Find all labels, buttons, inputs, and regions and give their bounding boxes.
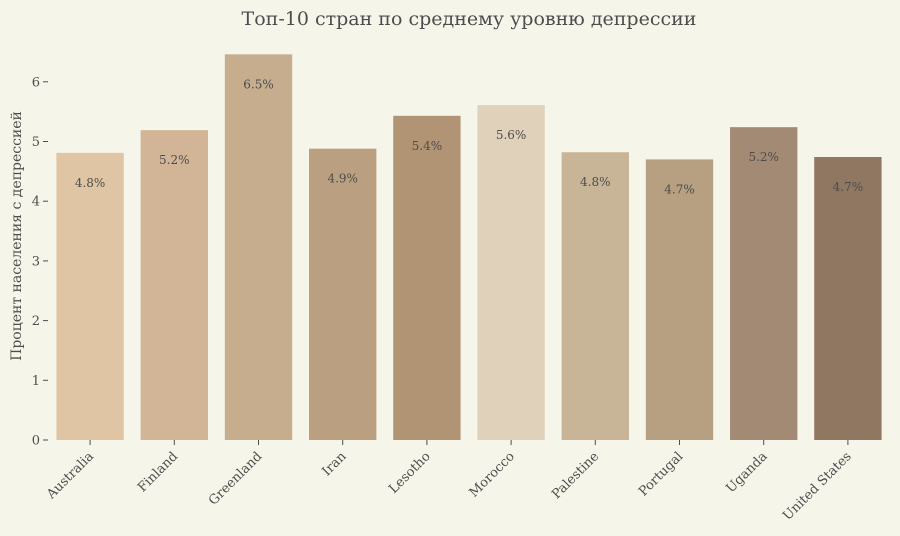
x-axis: Australia Finland Greenland Iran Lesotho Moro… xyxy=(43,440,855,524)
bar xyxy=(645,159,714,440)
y-tick-label: 4 xyxy=(32,195,40,210)
y-axis-label: Процент населения с депрессией xyxy=(9,111,25,361)
bar xyxy=(730,127,798,440)
y-tick-label: 3 xyxy=(32,254,40,269)
y-tick-label: 6 xyxy=(32,75,40,90)
data-label: 4.9% xyxy=(327,172,358,186)
x-tick-label: Australia xyxy=(43,449,97,503)
data-label: 5.2% xyxy=(748,150,779,164)
x-tick-label: Finland xyxy=(135,449,181,495)
data-label: 5.6% xyxy=(496,128,527,142)
bar xyxy=(814,157,882,440)
x-tick-label: Iran xyxy=(319,449,349,479)
x-tick-label: Portugal xyxy=(636,449,686,499)
bar xyxy=(224,54,293,440)
bar xyxy=(393,115,461,440)
x-tick-label: Palestine xyxy=(549,449,602,502)
y-tick-label: 0 xyxy=(32,434,40,449)
y-tick-label: 2 xyxy=(32,314,40,329)
data-label: 6.5% xyxy=(243,77,274,91)
bar xyxy=(56,152,124,440)
bar xyxy=(477,105,545,441)
x-tick-label: Uganda xyxy=(724,449,771,496)
chart-title: Топ-10 стран по среднему уровню депресси… xyxy=(242,8,697,30)
bar xyxy=(561,152,629,440)
x-tick-label: Lesotho xyxy=(386,449,434,497)
x-tick-label: Morocco xyxy=(467,449,518,500)
bar xyxy=(309,148,377,440)
data-label: 4.7% xyxy=(664,182,695,196)
bar xyxy=(140,130,208,441)
y-axis: 0 1 2 3 4 5 6 xyxy=(32,75,48,449)
data-label: 5.4% xyxy=(412,139,443,153)
y-tick-label: 5 xyxy=(32,135,40,150)
data-label: 4.7% xyxy=(833,180,864,194)
data-label: 4.8% xyxy=(580,175,611,189)
y-tick-label: 1 xyxy=(32,374,40,389)
bars-layer: 4.8% 5.2% 6.5% 4.9% 5.4% 5.6% 4.8% 4.7% 5.2% 4.7% xyxy=(56,54,882,441)
data-label: 4.8% xyxy=(75,176,106,190)
data-label: 5.2% xyxy=(159,153,190,167)
x-tick-label: United States xyxy=(780,449,854,523)
x-tick-label: Greenland xyxy=(206,449,265,508)
